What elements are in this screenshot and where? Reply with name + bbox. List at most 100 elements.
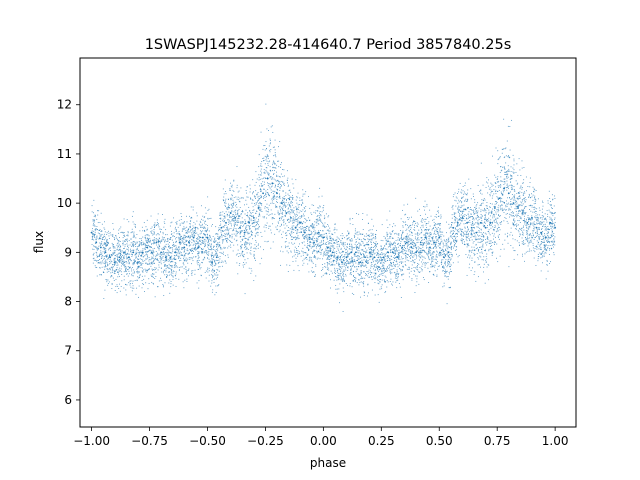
- data-point-sample: [411, 250, 413, 252]
- data-point-sample: [96, 218, 98, 220]
- data-point-sample: [376, 254, 377, 256]
- data-point-sample: [207, 209, 209, 211]
- data-point-sample: [111, 255, 113, 257]
- data-point-sample: [208, 270, 210, 272]
- data-point-sample: [360, 271, 362, 273]
- data-point-sample: [102, 236, 104, 238]
- data-point-sample: [322, 230, 324, 231]
- data-point-sample: [413, 273, 415, 275]
- data-point-sample: [142, 267, 143, 269]
- data-point-sample: [186, 232, 188, 234]
- data-point-sample: [269, 187, 271, 189]
- data-point-sample: [207, 217, 209, 219]
- data-point-sample: [273, 199, 275, 201]
- data-point-sample: [178, 269, 180, 271]
- data-point-sample: [412, 261, 414, 263]
- data-point-sample: [122, 232, 124, 234]
- data-point-sample: [275, 180, 277, 182]
- data-point-sample: [180, 266, 182, 268]
- data-point-sample: [120, 271, 122, 273]
- data-point-sample: [151, 250, 153, 252]
- data-point-sample: [113, 259, 115, 261]
- data-point-sample: [112, 247, 114, 249]
- data-point-sample: [235, 209, 237, 211]
- data-point-sample: [198, 246, 200, 248]
- data-point-sample: [139, 262, 141, 264]
- data-point-sample: [222, 253, 224, 255]
- data-point-sample: [160, 261, 162, 263]
- data-point-sample: [285, 241, 287, 242]
- data-point-sample: [197, 248, 199, 249]
- data-point-sample: [274, 197, 276, 199]
- data-point-sample: [164, 248, 166, 250]
- data-point-sample: [124, 251, 126, 253]
- data-point-sample: [214, 241, 216, 243]
- data-point-sample: [213, 254, 215, 256]
- data-point-sample: [256, 228, 258, 230]
- data-point-sample: [329, 255, 331, 257]
- data-point-sample: [140, 264, 142, 266]
- data-point-sample: [273, 197, 275, 199]
- data-point-sample: [137, 270, 138, 272]
- data-point-sample: [178, 278, 180, 280]
- data-point-sample: [176, 248, 178, 250]
- data-point-sample: [161, 240, 163, 242]
- data-point-sample: [365, 261, 366, 262]
- data-point-sample: [313, 271, 315, 273]
- data-point-sample: [358, 262, 360, 264]
- data-point-sample: [242, 222, 243, 224]
- data-point-sample: [189, 259, 191, 260]
- data-point-sample: [250, 215, 252, 217]
- data-point-sample: [196, 212, 198, 214]
- data-point-sample: [249, 214, 251, 216]
- data-point-sample: [149, 246, 151, 248]
- data-point-sample: [301, 200, 303, 201]
- data-point-sample: [162, 238, 164, 240]
- data-point-sample: [286, 213, 288, 215]
- data-point-sample: [211, 260, 213, 262]
- data-point-sample: [337, 276, 339, 278]
- data-point-sample: [108, 249, 109, 251]
- data-point-sample: [151, 261, 153, 263]
- data-point-sample: [265, 103, 267, 105]
- data-point-sample: [114, 263, 116, 265]
- data-point-sample: [373, 242, 375, 244]
- data-point-sample: [210, 239, 211, 241]
- data-point-sample: [162, 231, 164, 233]
- data-point-sample: [268, 209, 270, 211]
- data-point-sample: [165, 246, 167, 248]
- data-point-sample: [225, 229, 227, 230]
- data-point-sample: [295, 251, 297, 253]
- data-point-sample: [95, 240, 97, 242]
- data-point-sample: [308, 233, 309, 235]
- data-point-sample: [144, 255, 146, 257]
- data-point-sample: [381, 257, 383, 258]
- data-point-sample: [389, 243, 391, 245]
- data-point-sample: [182, 228, 184, 230]
- data-point-sample: [125, 269, 127, 271]
- data-point-sample: [410, 227, 412, 229]
- data-point-sample: [223, 220, 225, 222]
- data-point-sample: [111, 261, 113, 263]
- data-point-sample: [248, 226, 250, 228]
- data-point-sample: [198, 223, 200, 225]
- data-point-sample: [348, 261, 350, 263]
- data-point-sample: [165, 229, 167, 231]
- data-point-sample: [340, 260, 342, 262]
- data-point-sample: [265, 141, 267, 143]
- data-point-sample: [305, 191, 307, 193]
- data-point-sample: [323, 240, 325, 242]
- data-point-sample: [160, 277, 162, 279]
- data-point-sample: [363, 245, 365, 247]
- data-point-sample: [412, 242, 414, 244]
- data-point-sample: [345, 275, 347, 277]
- data-point-sample: [99, 234, 101, 236]
- data-point-sample: [374, 235, 376, 237]
- data-point-sample: [165, 265, 167, 267]
- data-point-sample: [123, 287, 125, 289]
- data-point-sample: [116, 244, 118, 246]
- data-point-sample: [318, 245, 320, 247]
- data-point-sample: [152, 257, 154, 259]
- data-point-sample: [135, 257, 137, 259]
- data-point-sample: [349, 262, 351, 264]
